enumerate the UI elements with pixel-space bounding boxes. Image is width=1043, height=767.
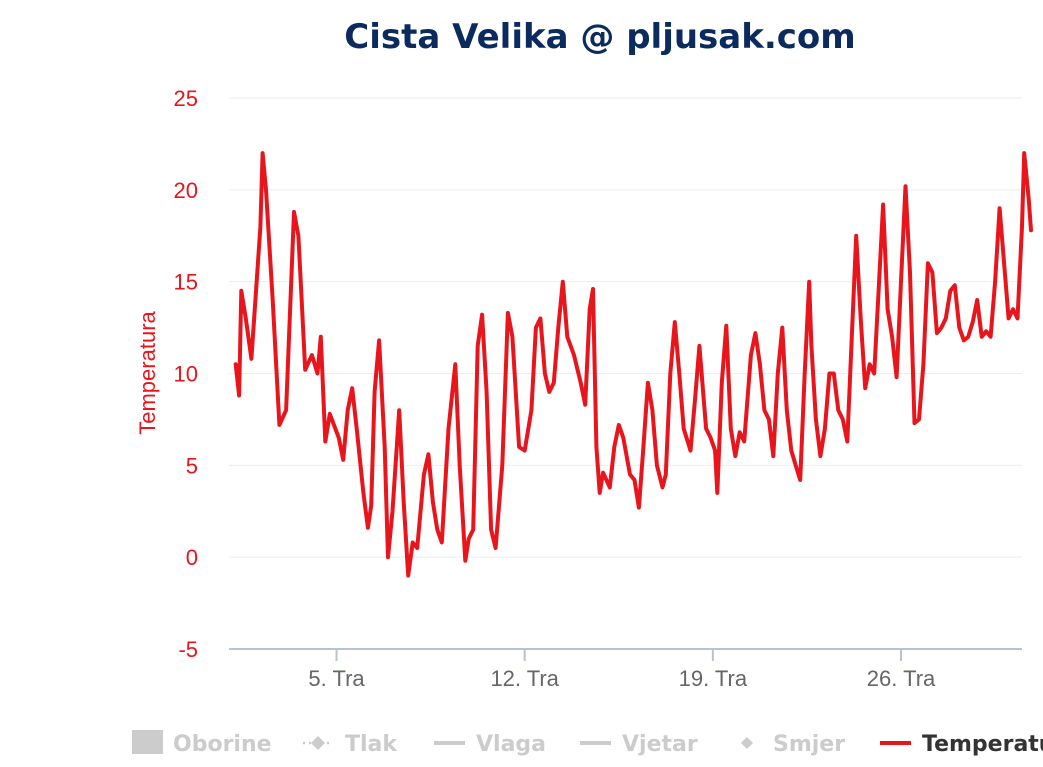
chart-title: Cista Velika @ pljusak.com: [344, 17, 855, 57]
y-tick-label: 5: [186, 453, 198, 478]
y-axis-ticks: 25 20 15 10 5 0 -5: [174, 86, 198, 662]
legend-label: Vlaga: [476, 732, 546, 757]
y-tick-label: 25: [174, 86, 198, 111]
y-tick-label: 10: [174, 362, 198, 387]
y-tick-label: 0: [186, 545, 198, 570]
x-axis-ticks: 5. Tra 12. Tra 19. Tra 26. Tra: [308, 649, 936, 691]
legend-item-vlaga[interactable]: Vlaga: [434, 732, 546, 757]
legend-item-tlak[interactable]: Tlak: [303, 732, 398, 757]
y-tick-label: -5: [178, 637, 198, 662]
temperature-series-line: [233, 151, 1033, 578]
legend-item-vjetar[interactable]: Vjetar: [580, 732, 698, 757]
diamond-icon: [311, 736, 325, 750]
y-tick-label: 15: [174, 270, 198, 295]
y-axis-label: Temperatura: [135, 310, 160, 434]
legend-item-temperatura[interactable]: Temperatura: [880, 732, 1043, 757]
legend-item-smjer[interactable]: Smjer: [741, 732, 845, 757]
grid-lines: [229, 97, 1022, 558]
axes: Temperatura: [135, 310, 1022, 650]
legend-label: Temperatura: [922, 732, 1043, 757]
square-icon: [132, 730, 163, 754]
x-tick-label: 5. Tra: [308, 666, 365, 691]
legend-label: Oborine: [173, 732, 272, 757]
legend-label: Vjetar: [622, 732, 698, 757]
x-tick-label: 19. Tra: [679, 666, 748, 691]
x-tick-label: 12. Tra: [490, 666, 559, 691]
y-tick-label: 20: [174, 178, 198, 203]
legend-item-oborine[interactable]: Oborine: [132, 730, 272, 757]
legend-label: Tlak: [345, 732, 398, 757]
x-tick-label: 26. Tra: [867, 666, 936, 691]
diamond-icon: [741, 737, 753, 749]
series-layer: [233, 151, 1033, 578]
legend-label: Smjer: [773, 732, 845, 757]
legend: Oborine Tlak Vlaga Vjetar Smjer Temperatura: [132, 730, 1043, 757]
